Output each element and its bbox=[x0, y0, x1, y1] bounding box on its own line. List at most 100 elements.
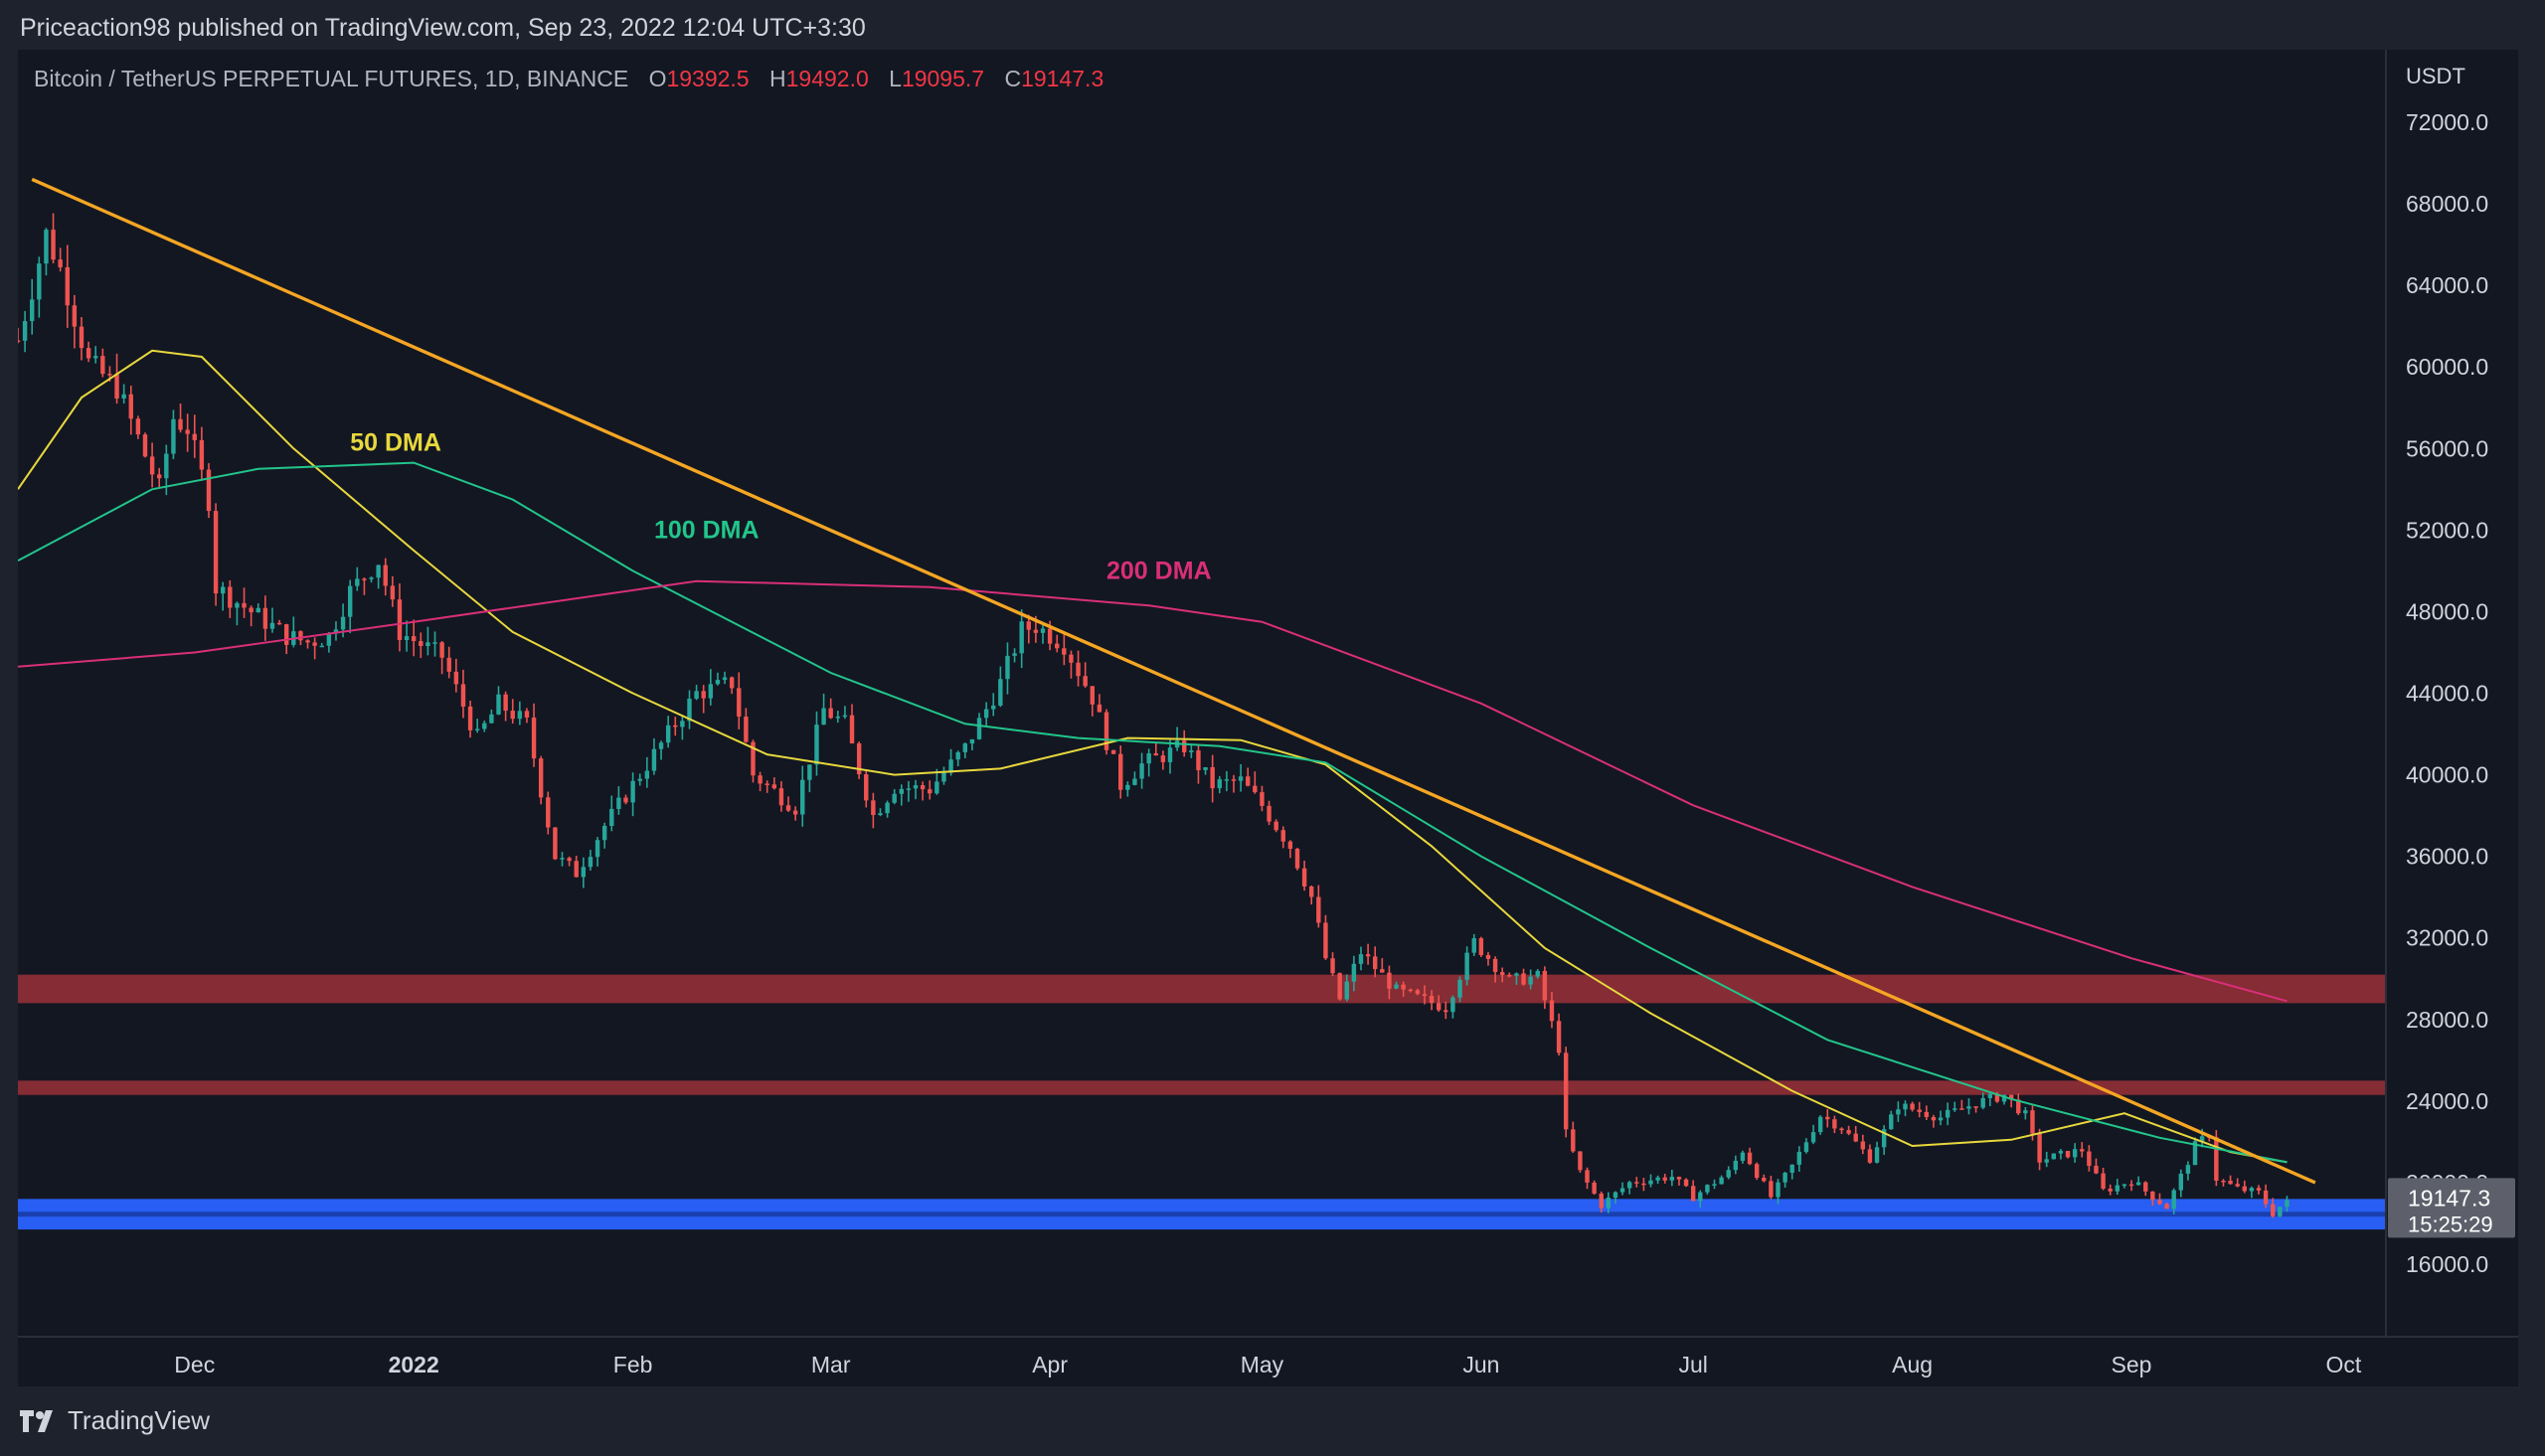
candle-body bbox=[751, 741, 756, 776]
candle-body bbox=[1260, 792, 1265, 806]
candle-body bbox=[482, 723, 487, 729]
candle bbox=[1810, 1124, 1816, 1145]
time-tick: Oct bbox=[2325, 1352, 2361, 1377]
candle-body bbox=[432, 642, 437, 644]
candle-body bbox=[1224, 779, 1230, 781]
candle bbox=[1069, 650, 1074, 679]
candle-body bbox=[1782, 1172, 1787, 1183]
price-tick: 24000.0 bbox=[2406, 1088, 2488, 1114]
candle-body bbox=[439, 642, 444, 658]
candle bbox=[2221, 1179, 2226, 1187]
candle-body bbox=[623, 797, 628, 803]
candle bbox=[1450, 995, 1455, 1019]
candle-body bbox=[680, 721, 685, 728]
candle-body bbox=[1762, 1178, 1767, 1182]
candle-body bbox=[269, 622, 275, 629]
candle bbox=[928, 780, 933, 800]
tradingview-brand[interactable]: TradingView bbox=[20, 1405, 210, 1436]
chart-panel[interactable] bbox=[18, 50, 2518, 1386]
candle bbox=[22, 310, 28, 353]
candle-body bbox=[376, 565, 381, 578]
candle-body bbox=[467, 706, 473, 730]
candle-body bbox=[2249, 1188, 2255, 1192]
candle-body bbox=[1705, 1185, 1710, 1193]
candle bbox=[1309, 885, 1314, 905]
candle-body bbox=[2164, 1204, 2169, 1210]
candle bbox=[510, 699, 515, 725]
candle-body bbox=[1889, 1114, 1894, 1130]
price-tick: 40000.0 bbox=[2406, 762, 2488, 788]
candle bbox=[1387, 965, 1392, 1000]
candle bbox=[892, 789, 897, 805]
candle-body bbox=[764, 783, 769, 785]
candle-body bbox=[276, 622, 282, 625]
candle-body bbox=[390, 585, 396, 600]
candle bbox=[1146, 748, 1151, 777]
candle-body bbox=[474, 728, 480, 730]
label-50-dma: 50 DMA bbox=[350, 428, 441, 456]
candle-body bbox=[1189, 750, 1194, 752]
candle bbox=[1103, 709, 1109, 755]
candle bbox=[199, 426, 205, 481]
time-tick: Mar bbox=[811, 1352, 851, 1377]
candle-body bbox=[906, 788, 912, 790]
candle-body bbox=[355, 578, 360, 586]
candle-body bbox=[58, 259, 63, 267]
candle-body bbox=[128, 394, 133, 419]
candle-body bbox=[2023, 1110, 2028, 1114]
publisher-line: Priceaction98 published on TradingView.c… bbox=[20, 14, 866, 42]
candle bbox=[242, 587, 247, 618]
candle bbox=[2101, 1168, 2106, 1191]
candle-body bbox=[1952, 1108, 1957, 1110]
candle bbox=[1005, 642, 1010, 695]
plot-area[interactable]: 50 DMA 100 DMA 200 DMA bbox=[16, 177, 2386, 1230]
candle-body bbox=[553, 827, 558, 860]
candle bbox=[369, 576, 374, 583]
candle-body bbox=[135, 418, 141, 435]
candle-body bbox=[792, 810, 798, 815]
candle-body bbox=[1401, 984, 1406, 990]
candle-body bbox=[1246, 776, 1251, 786]
candle bbox=[2263, 1184, 2269, 1209]
candle-body bbox=[807, 764, 812, 780]
candle bbox=[1676, 1176, 1682, 1186]
candle-body bbox=[1337, 973, 1342, 1000]
candle-body bbox=[298, 631, 303, 641]
candle bbox=[1464, 946, 1469, 986]
candle bbox=[1238, 763, 1244, 792]
candle-body bbox=[2178, 1173, 2184, 1191]
price-tick: 64000.0 bbox=[2406, 272, 2488, 298]
candle-body bbox=[524, 711, 530, 718]
candle-body bbox=[121, 394, 126, 399]
candle bbox=[228, 579, 233, 618]
candle bbox=[878, 808, 883, 817]
candle-body bbox=[192, 433, 197, 440]
candle-body bbox=[2150, 1191, 2155, 1201]
candle-body bbox=[1662, 1177, 1667, 1181]
candle-body bbox=[871, 800, 876, 816]
candle bbox=[1980, 1092, 1985, 1110]
candle-body bbox=[419, 641, 424, 647]
candle bbox=[1959, 1099, 1964, 1110]
candle-body bbox=[2037, 1133, 2042, 1163]
candle bbox=[291, 616, 296, 648]
candle bbox=[1436, 995, 1442, 1013]
candle bbox=[135, 415, 141, 439]
candle bbox=[121, 384, 126, 404]
candle-body bbox=[1903, 1103, 1908, 1110]
candle-body bbox=[100, 356, 105, 375]
candle bbox=[842, 706, 848, 720]
descending-trendline[interactable] bbox=[31, 177, 2316, 1185]
candle-body bbox=[1719, 1177, 1724, 1185]
candle bbox=[1803, 1138, 1809, 1154]
price-tick: 28000.0 bbox=[2406, 1007, 2488, 1033]
price-axis-unit: USDT bbox=[2406, 64, 2465, 88]
candle-body bbox=[1387, 972, 1392, 989]
candle bbox=[1301, 860, 1307, 891]
candle-body bbox=[1351, 963, 1357, 982]
candle-body bbox=[1090, 686, 1095, 705]
candle-body bbox=[1712, 1184, 1717, 1186]
candle bbox=[885, 800, 890, 818]
candle-body bbox=[1280, 830, 1285, 842]
